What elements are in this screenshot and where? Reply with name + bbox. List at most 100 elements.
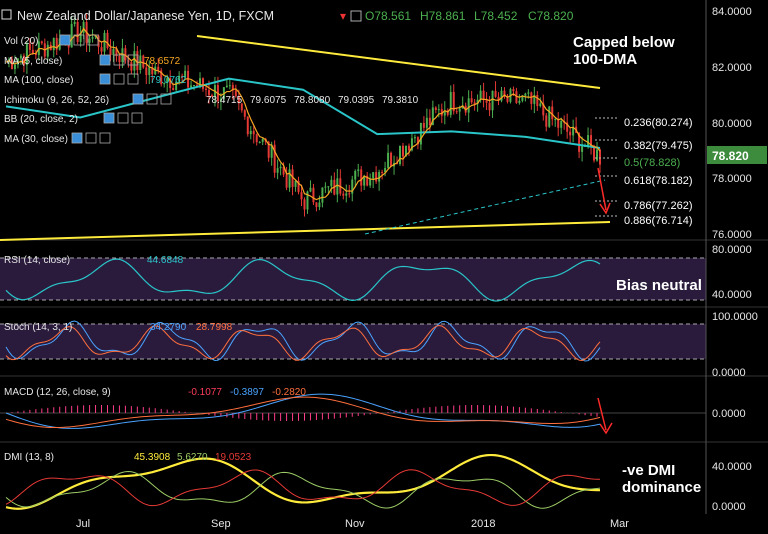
candle-body [193,84,196,86]
ma100-legend[interactable]: MA (100, close) [4,75,73,86]
candle-body [46,44,49,57]
candle-body [527,92,530,94]
ichimoku-value: 79.0395 [338,95,375,106]
candle-body [25,43,28,66]
close-icon[interactable] [99,132,111,144]
close-icon[interactable] [160,93,172,105]
stoch-d-value: 28.7998 [196,322,233,333]
candle-body [133,51,136,71]
ichimoku-values: 78.4715 79.6075 78.8080 79.0395 79.3810 [206,95,419,106]
candle-body [169,78,172,88]
candle-body [479,90,482,100]
candle-body [285,174,288,188]
stoch-k-value: 34.2790 [150,322,187,333]
candle-body [22,55,25,66]
rsi-line [5,258,601,302]
close-icon[interactable] [127,54,139,66]
bb-legend[interactable]: BB (20, close, 2) [4,114,78,125]
candle-body [399,145,402,165]
candle-body [130,62,133,71]
candle-body [387,152,390,168]
oscillator-panes [5,258,601,510]
eye-icon[interactable] [71,132,83,144]
candle-body [557,119,560,128]
candle-body [172,87,175,90]
candle-body [34,53,37,56]
eye-icon[interactable] [132,93,144,105]
candle-body [273,144,276,173]
candle-body [178,75,181,82]
settings-icon[interactable] [350,10,362,22]
rsi-value: 44.6848 [147,255,184,266]
close-icon[interactable] [131,112,143,124]
rsi-legend[interactable]: RSI (14, close) [4,255,70,266]
chevron-down-icon[interactable]: ▾ [340,9,346,23]
candle-body [142,55,145,68]
dmi-note-line1: -ve DMI [622,462,675,479]
candle-body [461,105,464,109]
ma100-value: 79.0762 [150,75,187,86]
candle-body [166,78,169,83]
candle-body [207,89,210,96]
eye-icon[interactable] [59,34,71,46]
vol-legend[interactable]: Vol (20) [4,36,38,47]
macd-arrow [597,397,607,431]
candle-body [581,146,584,152]
price-tick: 84.0000 [712,6,752,18]
candle-body [181,75,184,78]
candle-body [425,117,428,128]
price-tick: 78.0000 [712,173,752,185]
candle-body [175,81,178,90]
candle-body [372,172,375,179]
ma5-legend[interactable]: MA (5, close) [4,56,62,67]
candle-body [13,64,16,70]
gear-icon[interactable] [85,132,97,144]
gear-icon[interactable] [117,112,129,124]
eye-icon[interactable] [99,54,111,66]
candle-body [467,98,470,113]
candle-body [321,187,324,203]
candle-body [303,199,306,210]
dmi-legend[interactable]: DMI (13, 8) [4,452,54,463]
candle-body [572,126,575,136]
gear-icon[interactable] [113,73,125,85]
ichimoku-value: 79.6075 [250,95,287,106]
gear-icon[interactable] [73,34,85,46]
candle-body [88,38,91,43]
candle-body [578,132,581,152]
eye-icon[interactable] [103,112,115,124]
legend-icons[interactable] [59,34,172,144]
candle-body [542,103,545,116]
bias-note: Bias neutral [616,277,702,294]
ichimoku-legend[interactable]: Ichimoku (9, 26, 52, 26) [4,95,109,106]
fib-0382: 0.382(79.475) [624,140,693,152]
price-tick: 82.0000 [712,62,752,74]
candle-body [521,95,524,101]
gear-icon[interactable] [146,93,158,105]
candle-body [300,192,303,200]
ma5-value: 78.6572 [144,56,181,67]
candle-body [560,121,563,128]
dmi-tick: 40.0000 [712,461,752,473]
candle-body [410,138,413,151]
gear-icon[interactable] [113,54,125,66]
candle-body [524,93,527,96]
x-tick: 2018 [471,518,495,530]
low-value: L78.452 [474,9,518,23]
collapse-icon[interactable] [1,9,12,20]
dmi-adx-line [5,453,601,510]
close-icon[interactable] [87,34,99,46]
close-icon[interactable] [127,73,139,85]
candle-body [443,110,446,116]
candle-body [419,122,422,145]
eye-icon[interactable] [99,73,111,85]
candle-body [139,55,142,70]
candle-body [396,162,399,165]
candle-body [431,107,434,126]
candle-body [306,191,309,210]
ma30-legend[interactable]: MA (30, close) [4,134,68,145]
macd-legend[interactable]: MACD (12, 26, close, 9) [4,387,111,398]
fib-0786: 0.786(77.262) [624,200,693,212]
stoch-legend[interactable]: Stoch (14, 3, 1) [4,322,72,333]
candle-body [401,145,404,157]
